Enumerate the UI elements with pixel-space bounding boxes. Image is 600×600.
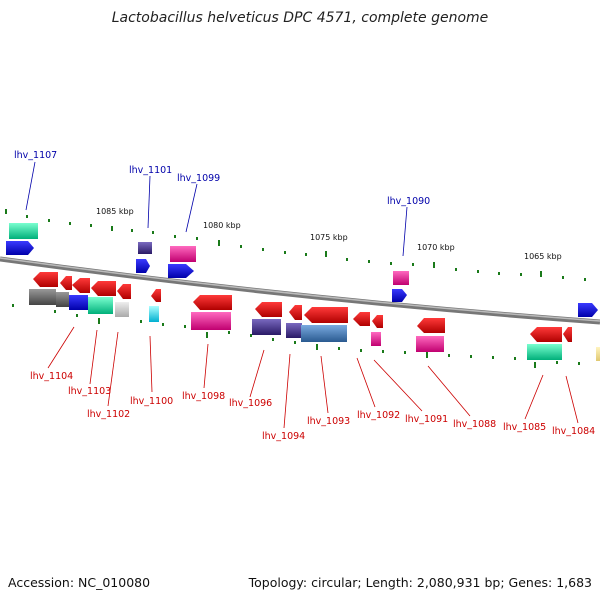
gene-label[interactable]: lhv_1084 xyxy=(552,426,595,437)
cog-box xyxy=(393,271,409,285)
gene-label[interactable]: lhv_1102 xyxy=(87,409,130,420)
scale-label: 1085 kbp xyxy=(96,207,134,216)
gene-label[interactable]: lhv_1099 xyxy=(177,173,220,184)
gene-label[interactable]: lhv_1093 xyxy=(307,416,350,427)
genome-backbone xyxy=(0,256,600,325)
cog-box xyxy=(286,323,302,338)
cog-box xyxy=(191,312,231,330)
scale-label: 1080 kbp xyxy=(203,221,241,230)
cog-box xyxy=(138,242,152,254)
map-title: Lactobacillus helveticus DPC 4571, compl… xyxy=(111,10,489,26)
gene-label[interactable]: lhv_1103 xyxy=(68,386,111,397)
forward-genes xyxy=(6,241,598,317)
reverse-genes xyxy=(33,272,572,342)
gene-label[interactable]: lhv_1101 xyxy=(129,165,172,176)
tick-marks-inner xyxy=(12,304,580,368)
gene-label[interactable]: lhv_1104 xyxy=(30,371,73,382)
cog-box xyxy=(115,302,129,317)
cog-box xyxy=(69,295,88,310)
accession-text: Accession: NC_010080 xyxy=(8,575,151,590)
cog-box xyxy=(416,336,444,352)
gene-label[interactable]: lhv_1094 xyxy=(262,431,305,442)
cog-box xyxy=(252,319,281,335)
scale-label: 1070 kbp xyxy=(417,243,455,252)
cog-box xyxy=(88,297,113,314)
tick-marks-outer xyxy=(5,209,586,281)
scale-label: 1075 kbp xyxy=(310,233,348,242)
cog-box xyxy=(596,347,600,361)
scale-label: 1065 kbp xyxy=(524,252,562,261)
cog-box xyxy=(56,292,69,307)
gene-label[interactable]: lhv_1098 xyxy=(182,391,225,402)
gene-label[interactable]: lhv_1091 xyxy=(405,414,448,425)
top-leader-lines xyxy=(25,161,408,257)
gene-label[interactable]: lhv_1088 xyxy=(453,419,496,430)
gene-label[interactable]: lhv_1100 xyxy=(130,396,173,407)
cog-box xyxy=(170,246,196,262)
cog-box xyxy=(527,344,562,360)
cog-box xyxy=(371,332,381,346)
gene-label[interactable]: lhv_1090 xyxy=(387,196,430,207)
gene-label[interactable]: lhv_1092 xyxy=(357,410,400,421)
cog-box xyxy=(149,306,159,322)
gene-label[interactable]: lhv_1096 xyxy=(229,398,272,409)
gene-label[interactable]: lhv_1107 xyxy=(14,150,57,161)
gene-label[interactable]: lhv_1085 xyxy=(503,422,546,433)
cog-box xyxy=(29,289,56,305)
cog-box xyxy=(9,223,38,239)
bottom-leader-lines xyxy=(47,326,579,429)
genome-summary-text: Topology: circular; Length: 2,080,931 bp… xyxy=(248,575,592,590)
cog-box xyxy=(301,325,347,342)
